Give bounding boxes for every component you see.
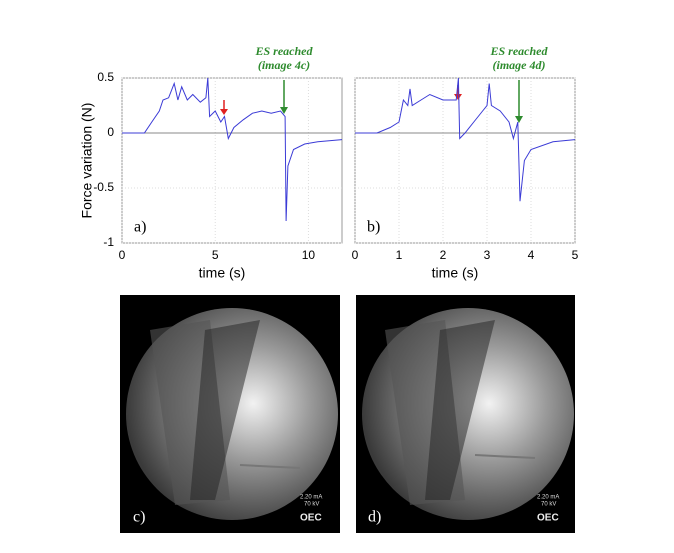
- xray-image: [356, 295, 575, 533]
- x-axis-label: time (s): [432, 265, 479, 281]
- overlay-text: 70 kV: [541, 502, 556, 508]
- x-tick-label: 0: [352, 248, 359, 262]
- panel-label: a): [134, 219, 146, 236]
- x-tick-label: 3: [484, 248, 491, 262]
- annotation: (image 4c): [258, 58, 310, 72]
- arrows: [220, 80, 523, 123]
- y-axis-label: Force variation (N): [79, 103, 95, 219]
- logo: OEC: [300, 513, 322, 524]
- data-line: [122, 77, 343, 222]
- data-line: [355, 77, 576, 202]
- annotation: (image 4d): [493, 58, 546, 72]
- x-tick-label: 1: [396, 248, 403, 262]
- x-tick-label: 4: [528, 248, 535, 262]
- y-tick-label: 0.5: [97, 70, 114, 84]
- x-tick-label: 0: [119, 248, 126, 262]
- annotation: ES reached: [255, 44, 314, 58]
- annotation: ES reached: [490, 44, 549, 58]
- x-axis-label: time (s): [199, 265, 246, 281]
- panel-label: d): [368, 509, 381, 526]
- panel-label: c): [133, 509, 145, 526]
- plot-frame: [121, 77, 343, 244]
- overlay-text: 2.20 mA: [537, 495, 559, 501]
- panel-label: b): [367, 219, 380, 236]
- x-tick-label: 2: [440, 248, 447, 262]
- x-tick-label: 5: [212, 248, 219, 262]
- xray-image: [120, 295, 340, 533]
- logo: OEC: [537, 513, 559, 524]
- y-tick-label: 0: [107, 125, 114, 139]
- x-tick-label: 10: [302, 248, 316, 262]
- overlay-text: 70 kV: [304, 502, 319, 508]
- x-tick-label: 5: [572, 248, 579, 262]
- y-tick-label: -0.5: [93, 180, 114, 194]
- y-tick-label: -1: [103, 235, 114, 249]
- overlay-text: 2.20 mA: [300, 495, 322, 501]
- plot-frame: [354, 77, 576, 244]
